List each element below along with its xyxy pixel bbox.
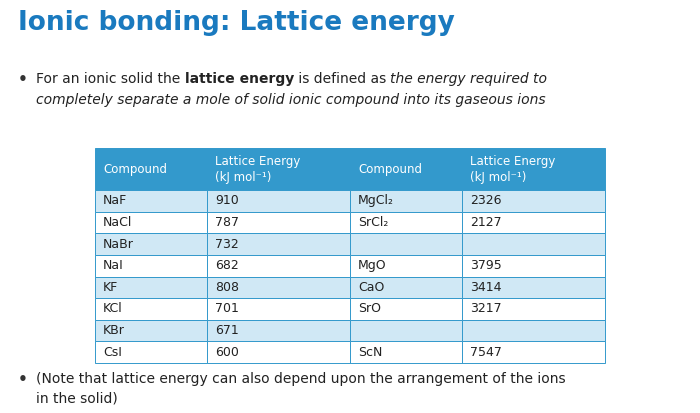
Text: 7547: 7547 <box>470 346 502 358</box>
Bar <box>350 298 462 320</box>
Text: 3217: 3217 <box>470 302 502 316</box>
Bar <box>95 211 207 233</box>
Text: 732: 732 <box>215 237 239 251</box>
Bar <box>207 298 350 320</box>
Bar <box>462 148 605 190</box>
Bar <box>462 342 605 363</box>
Bar <box>207 190 350 211</box>
Bar <box>350 320 462 342</box>
Bar <box>350 233 462 255</box>
Text: the energy required to: the energy required to <box>391 72 547 86</box>
Text: KF: KF <box>103 281 118 294</box>
Text: For an ionic solid the: For an ionic solid the <box>36 72 185 86</box>
Bar <box>95 298 207 320</box>
Bar <box>95 255 207 276</box>
Bar <box>207 148 350 190</box>
Bar <box>350 342 462 363</box>
Text: MgCl₂: MgCl₂ <box>358 194 394 207</box>
Text: 682: 682 <box>215 259 239 272</box>
Bar <box>462 233 605 255</box>
Text: CaO: CaO <box>358 281 384 294</box>
Bar <box>95 148 207 190</box>
Text: Compound: Compound <box>358 162 422 176</box>
Bar <box>95 320 207 342</box>
Text: NaF: NaF <box>103 194 127 207</box>
Bar <box>462 190 605 211</box>
Text: 2326: 2326 <box>470 194 502 207</box>
Bar <box>207 255 350 276</box>
Bar <box>95 233 207 255</box>
Bar <box>350 190 462 211</box>
Text: 2127: 2127 <box>470 216 502 229</box>
Text: lattice energy: lattice energy <box>185 72 294 86</box>
Bar <box>207 211 350 233</box>
Bar <box>462 298 605 320</box>
Text: •: • <box>18 72 28 87</box>
Bar <box>350 211 462 233</box>
Bar <box>350 148 462 190</box>
Bar <box>207 276 350 298</box>
Text: MgO: MgO <box>358 259 386 272</box>
Text: 600: 600 <box>215 346 239 358</box>
Bar <box>207 342 350 363</box>
Text: NaI: NaI <box>103 259 124 272</box>
Text: 3795: 3795 <box>470 259 502 272</box>
Text: NaBr: NaBr <box>103 237 134 251</box>
Text: Lattice Energy
(kJ mol⁻¹): Lattice Energy (kJ mol⁻¹) <box>470 154 556 183</box>
Bar <box>462 211 605 233</box>
Bar <box>462 276 605 298</box>
Bar <box>462 255 605 276</box>
Text: KCl: KCl <box>103 302 122 316</box>
Bar <box>350 255 462 276</box>
Bar <box>207 233 350 255</box>
Text: 910: 910 <box>215 194 239 207</box>
Text: ScN: ScN <box>358 346 382 358</box>
Bar <box>350 276 462 298</box>
Text: 787: 787 <box>215 216 239 229</box>
Text: completely separate a mole of solid ionic compound into its gaseous ions: completely separate a mole of solid ioni… <box>36 93 545 107</box>
Bar <box>462 320 605 342</box>
Text: 3414: 3414 <box>470 281 502 294</box>
Text: 701: 701 <box>215 302 239 316</box>
Text: Compound: Compound <box>103 162 167 176</box>
Text: KBr: KBr <box>103 324 125 337</box>
Text: Lattice Energy
(kJ mol⁻¹): Lattice Energy (kJ mol⁻¹) <box>215 154 300 183</box>
Bar <box>207 320 350 342</box>
Text: is defined as: is defined as <box>294 72 391 86</box>
Text: •: • <box>18 372 28 387</box>
Text: SrCl₂: SrCl₂ <box>358 216 388 229</box>
Text: 808: 808 <box>215 281 239 294</box>
Text: Ionic bonding: Lattice energy: Ionic bonding: Lattice energy <box>18 10 455 36</box>
Bar <box>95 276 207 298</box>
Text: CsI: CsI <box>103 346 122 358</box>
Text: SrO: SrO <box>358 302 381 316</box>
Text: (Note that lattice energy can also depend upon the arrangement of the ions
in th: (Note that lattice energy can also depen… <box>36 372 566 406</box>
Text: NaCl: NaCl <box>103 216 132 229</box>
Text: 671: 671 <box>215 324 239 337</box>
Bar <box>95 342 207 363</box>
Bar <box>95 190 207 211</box>
